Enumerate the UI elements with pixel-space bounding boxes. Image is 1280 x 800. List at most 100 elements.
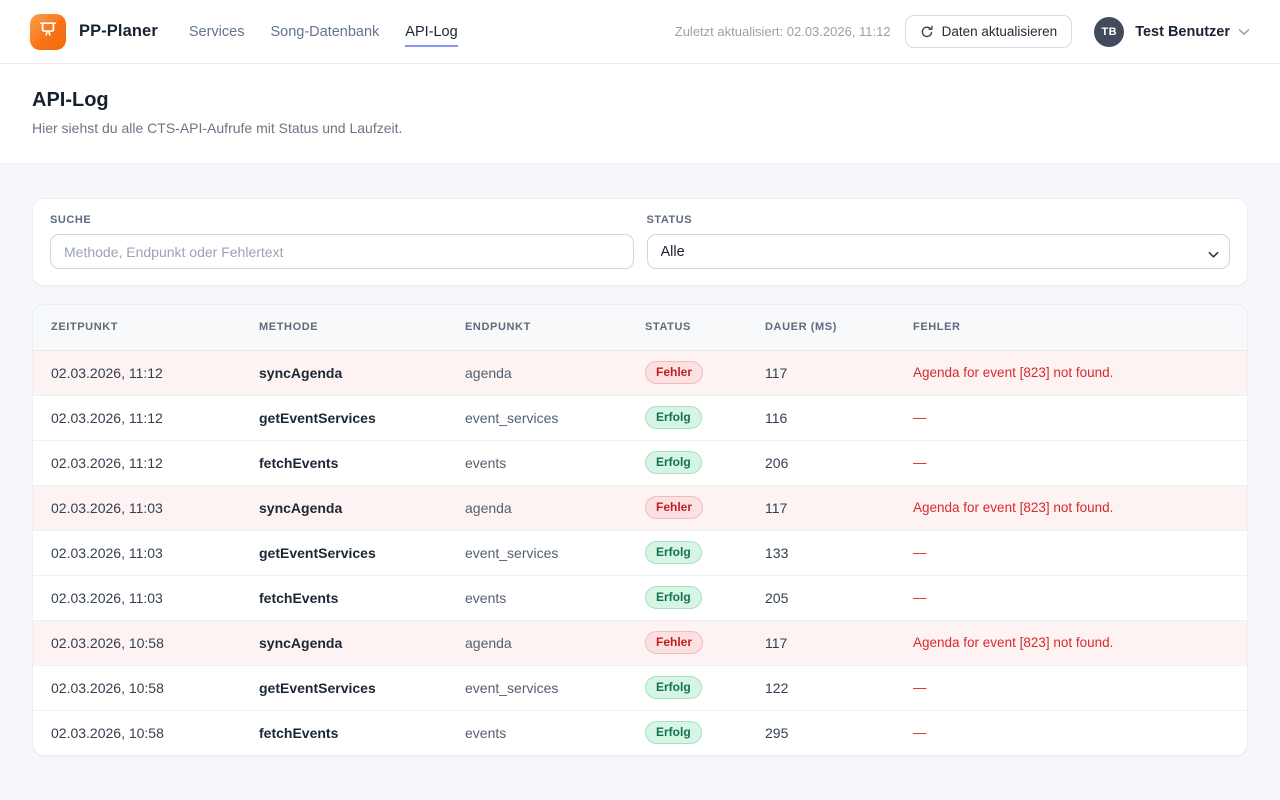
cell-timestamp: 02.03.2026, 11:03 <box>51 589 163 606</box>
cell-timestamp: 02.03.2026, 11:12 <box>51 364 163 381</box>
status-badge: Erfolg <box>645 451 702 474</box>
log-table-row: 02.03.2026, 11:03 fetchEvents events Erf… <box>33 575 1247 620</box>
log-table-row: 02.03.2026, 10:58 fetchEvents events Erf… <box>33 710 1247 755</box>
cell-error: — <box>913 590 927 605</box>
main-content: SUCHE STATUS Alle <box>0 164 1280 756</box>
table-header-row: ZEITPUNKT METHODE ENDPUNKT STATUS DAUER … <box>33 305 1247 350</box>
cell-method: getEventServices <box>259 409 376 426</box>
user-name: Test Benutzer <box>1135 23 1230 40</box>
cell-error: — <box>913 725 927 741</box>
status-badge: Erfolg <box>645 676 702 699</box>
refresh-icon <box>920 25 934 39</box>
cell-status: Fehler <box>627 350 747 395</box>
cell-status: Erfolg <box>627 665 747 710</box>
presentation-board-icon <box>38 19 58 44</box>
user-menu[interactable]: TB Test Benutzer <box>1094 16 1250 47</box>
cell-timestamp: 02.03.2026, 10:58 <box>51 679 164 696</box>
cell-endpoint: event_services <box>465 544 559 561</box>
log-table-row: 02.03.2026, 10:58 syncAgenda agenda Fehl… <box>33 620 1247 665</box>
app-logo <box>30 13 66 50</box>
cell-duration: 116 <box>765 409 788 426</box>
topbar: PP-Planer Services Song-Datenbank API-Lo… <box>0 0 1280 64</box>
refresh-button[interactable]: Daten aktualisieren <box>904 15 1073 48</box>
cell-error: — <box>913 680 927 695</box>
cell-duration: 117 <box>765 499 788 516</box>
cell-status: Erfolg <box>627 530 747 575</box>
cell-method: syncAgenda <box>259 364 343 381</box>
log-table-row: 02.03.2026, 10:58 getEventServices event… <box>33 665 1247 710</box>
log-table-body: 02.03.2026, 11:12 syncAgenda agenda Fehl… <box>33 350 1247 755</box>
cell-duration: 122 <box>765 679 789 696</box>
cell-endpoint: events <box>465 454 507 471</box>
search-field: SUCHE <box>50 214 634 269</box>
cell-endpoint: agenda <box>465 364 512 381</box>
cell-endpoint: events <box>465 724 507 741</box>
cell-error: — <box>913 545 927 560</box>
last-updated-text: Zuletzt aktualisiert: 02.03.2026, 11:12 <box>674 24 891 39</box>
log-table-row: 02.03.2026, 11:12 getEventServices event… <box>33 395 1247 440</box>
search-label: SUCHE <box>50 214 92 226</box>
api-log-table: ZEITPUNKT METHODE ENDPUNKT STATUS DAUER … <box>33 305 1247 755</box>
log-table-row: 02.03.2026, 11:12 syncAgenda agenda Fehl… <box>33 350 1247 395</box>
cell-endpoint: event_services <box>465 679 559 696</box>
cell-method: syncAgenda <box>259 634 343 651</box>
cell-endpoint: events <box>465 589 507 606</box>
status-badge: Erfolg <box>645 586 702 609</box>
cell-timestamp: 02.03.2026, 11:03 <box>51 544 163 561</box>
avatar: TB <box>1094 16 1125 47</box>
refresh-button-label: Daten aktualisieren <box>941 24 1058 39</box>
cell-timestamp: 02.03.2026, 11:12 <box>51 454 163 471</box>
cell-method: fetchEvents <box>259 454 339 471</box>
cell-status: Fehler <box>627 620 747 665</box>
column-header-endpunkt: ENDPUNKT <box>465 321 531 334</box>
cell-status: Erfolg <box>627 575 747 620</box>
column-header-fehler: FEHLER <box>913 321 961 334</box>
status-badge: Fehler <box>645 361 704 384</box>
cell-duration: 117 <box>765 634 788 651</box>
page-title: API-Log <box>32 89 109 111</box>
log-table-row: 02.03.2026, 11:12 fetchEvents events Erf… <box>33 440 1247 485</box>
search-input[interactable] <box>50 234 634 269</box>
status-badge: Erfolg <box>645 406 702 429</box>
status-field: STATUS Alle <box>646 214 1230 269</box>
page-header: API-Log Hier siehst du alle CTS-API-Aufr… <box>0 64 1280 164</box>
main-nav: Services Song-Datenbank API-Log <box>188 23 458 47</box>
cell-duration: 205 <box>765 589 789 606</box>
status-badge: Erfolg <box>645 721 702 745</box>
cell-method: getEventServices <box>259 544 376 561</box>
cell-status: Erfolg <box>627 710 747 755</box>
cell-error: — <box>913 455 927 470</box>
cell-error: Agenda for event [823] not found. <box>913 500 1114 515</box>
nav-item-services[interactable]: Services <box>188 23 245 40</box>
chevron-down-icon <box>1238 28 1250 36</box>
cell-timestamp: 02.03.2026, 11:03 <box>51 499 163 516</box>
log-table-row: 02.03.2026, 11:03 getEventServices event… <box>33 530 1247 575</box>
cell-method: syncAgenda <box>259 499 343 516</box>
nav-item-song-datenbank[interactable]: Song-Datenbank <box>270 23 380 40</box>
cell-duration: 133 <box>765 544 789 561</box>
nav-item-api-log[interactable]: API-Log <box>405 24 458 47</box>
status-badge: Fehler <box>645 631 704 654</box>
cell-endpoint: agenda <box>465 634 512 651</box>
filter-card: SUCHE STATUS Alle <box>32 198 1248 286</box>
log-table-row: 02.03.2026, 11:03 syncAgenda agenda Fehl… <box>33 485 1247 530</box>
status-select[interactable]: Alle <box>646 234 1230 269</box>
cell-timestamp: 02.03.2026, 10:58 <box>51 634 164 651</box>
cell-status: Erfolg <box>627 440 747 485</box>
cell-duration: 206 <box>765 454 789 471</box>
cell-endpoint: agenda <box>465 499 512 516</box>
api-log-table-card: ZEITPUNKT METHODE ENDPUNKT STATUS DAUER … <box>32 304 1248 756</box>
column-header-methode: METHODE <box>259 321 319 334</box>
cell-duration: 295 <box>765 724 789 741</box>
cell-status: Fehler <box>627 485 747 530</box>
column-header-zeitpunkt: ZEITPUNKT <box>51 321 119 334</box>
cell-method: fetchEvents <box>259 589 339 606</box>
status-label: STATUS <box>646 214 693 226</box>
cell-timestamp: 02.03.2026, 11:12 <box>51 409 163 426</box>
cell-method: fetchEvents <box>259 724 339 741</box>
cell-method: getEventServices <box>259 679 376 696</box>
brand-name: PP-Planer <box>79 22 158 40</box>
cell-timestamp: 02.03.2026, 10:58 <box>51 724 164 741</box>
page-subtitle: Hier siehst du alle CTS-API-Aufrufe mit … <box>32 120 403 136</box>
status-badge: Erfolg <box>645 541 702 564</box>
